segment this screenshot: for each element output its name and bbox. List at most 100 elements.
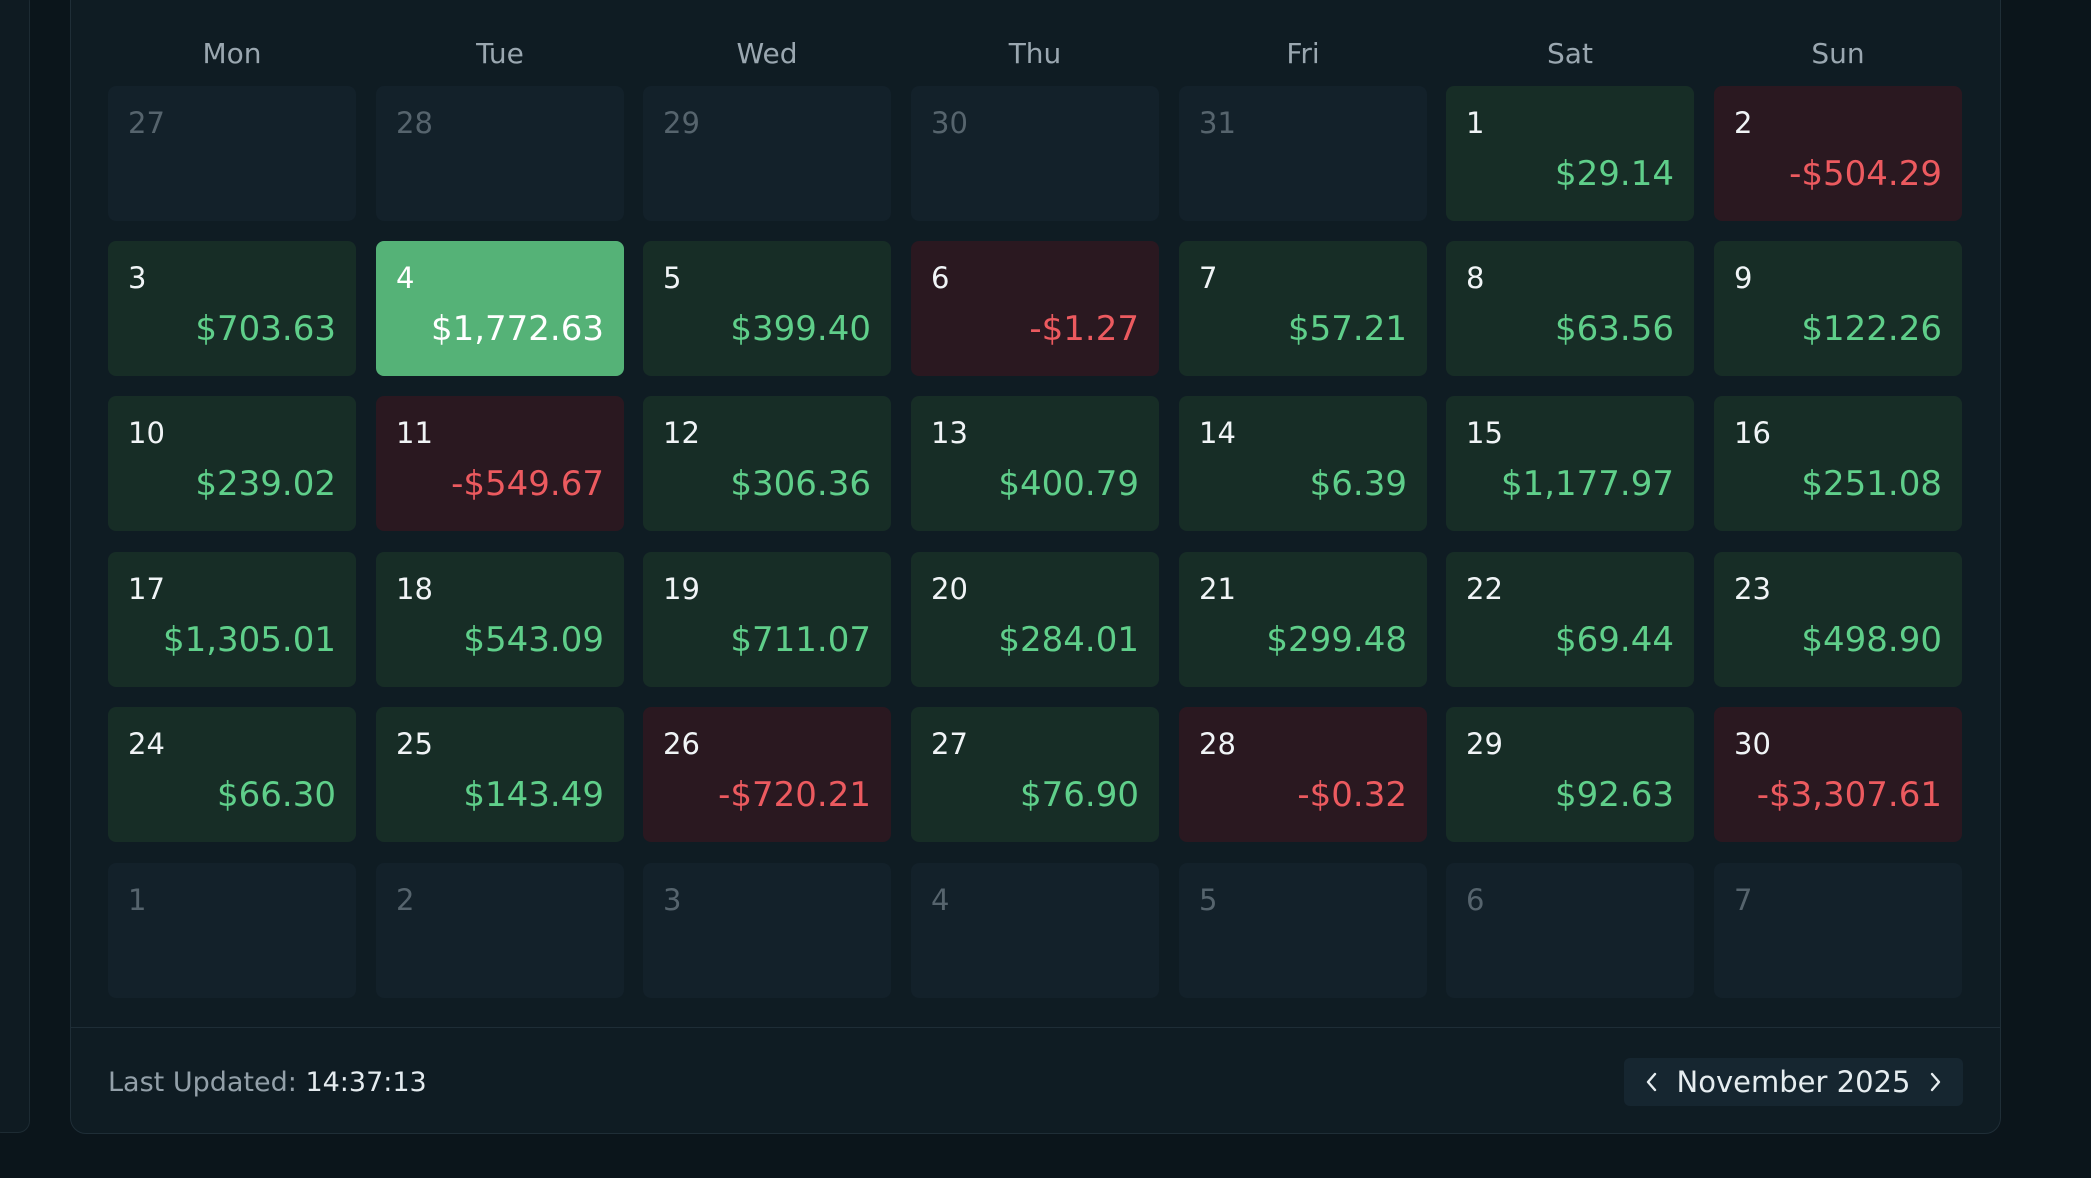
day-number: 2 xyxy=(396,883,415,917)
day-cell[interactable]: 29 $92.63 xyxy=(1446,707,1694,842)
day-number: 6 xyxy=(931,261,950,295)
chevron-left-icon[interactable] xyxy=(1640,1070,1664,1094)
day-cell[interactable]: 5 $399.40 xyxy=(643,241,891,376)
day-pnl-value: $703.63 xyxy=(195,309,336,349)
day-number: 30 xyxy=(1734,727,1771,761)
last-updated: Last Updated: 14:37:13 xyxy=(108,1066,427,1100)
day-cell[interactable]: 19 $711.07 xyxy=(643,552,891,687)
day-pnl-value: $498.90 xyxy=(1801,620,1942,660)
day-cell: 28 xyxy=(376,86,624,221)
day-number: 17 xyxy=(128,572,165,606)
day-cell: 3 xyxy=(643,863,891,998)
day-cell[interactable]: 27 $76.90 xyxy=(911,707,1159,842)
day-cell[interactable]: 22 $69.44 xyxy=(1446,552,1694,687)
day-number: 7 xyxy=(1199,261,1218,295)
day-pnl-value: $1,305.01 xyxy=(162,620,336,660)
day-cell[interactable]: 7 $57.21 xyxy=(1179,241,1427,376)
chevron-right-icon[interactable] xyxy=(1923,1070,1947,1094)
day-number: 9 xyxy=(1734,261,1753,295)
day-pnl-value: $57.21 xyxy=(1288,309,1407,349)
day-cell: 27 xyxy=(108,86,356,221)
day-cell[interactable]: 23 $498.90 xyxy=(1714,552,1962,687)
day-pnl-value: -$720.21 xyxy=(718,775,871,815)
panel-divider xyxy=(71,1027,2000,1028)
day-cell[interactable]: 18 $543.09 xyxy=(376,552,624,687)
day-pnl-value: $711.07 xyxy=(730,620,871,660)
day-cell[interactable]: 4 $1,772.63 xyxy=(376,241,624,376)
day-number: 30 xyxy=(931,106,968,140)
day-number: 28 xyxy=(396,106,433,140)
day-cell[interactable]: 15 $1,177.97 xyxy=(1446,396,1694,531)
day-cell[interactable]: 30 -$3,307.61 xyxy=(1714,707,1962,842)
day-cell[interactable]: 25 $143.49 xyxy=(376,707,624,842)
month-label: November 2025 xyxy=(1676,1065,1911,1099)
day-cell[interactable]: 21 $299.48 xyxy=(1179,552,1427,687)
day-number: 19 xyxy=(663,572,700,606)
day-number: 11 xyxy=(396,416,433,450)
day-cell: 29 xyxy=(643,86,891,221)
day-cell: 2 xyxy=(376,863,624,998)
day-cell[interactable]: 1 $29.14 xyxy=(1446,86,1694,221)
day-cell[interactable]: 16 $251.08 xyxy=(1714,396,1962,531)
day-pnl-value: -$549.67 xyxy=(451,464,604,504)
day-number: 13 xyxy=(931,416,968,450)
day-cell: 31 xyxy=(1179,86,1427,221)
day-pnl-value: -$504.29 xyxy=(1789,154,1942,194)
day-pnl-value: -$3,307.61 xyxy=(1756,775,1942,815)
day-cell[interactable]: 3 $703.63 xyxy=(108,241,356,376)
day-cell[interactable]: 17 $1,305.01 xyxy=(108,552,356,687)
day-cell[interactable]: 9 $122.26 xyxy=(1714,241,1962,376)
day-cell: 4 xyxy=(911,863,1159,998)
day-number: 18 xyxy=(396,572,433,606)
day-number: 22 xyxy=(1466,572,1503,606)
day-pnl-value: $306.36 xyxy=(730,464,871,504)
day-cell[interactable]: 20 $284.01 xyxy=(911,552,1159,687)
weekday-thu: Thu xyxy=(1008,37,1062,70)
day-number: 27 xyxy=(128,106,165,140)
weekday-sat: Sat xyxy=(1547,37,1593,70)
day-cell[interactable]: 10 $239.02 xyxy=(108,396,356,531)
day-cell[interactable]: 12 $306.36 xyxy=(643,396,891,531)
day-number: 16 xyxy=(1734,416,1771,450)
day-pnl-value: $284.01 xyxy=(998,620,1139,660)
day-pnl-value: $251.08 xyxy=(1801,464,1942,504)
day-number: 10 xyxy=(128,416,165,450)
day-number: 15 xyxy=(1466,416,1503,450)
day-number: 31 xyxy=(1199,106,1236,140)
day-number: 8 xyxy=(1466,261,1485,295)
day-number: 7 xyxy=(1734,883,1753,917)
day-number: 4 xyxy=(931,883,950,917)
day-cell[interactable]: 11 -$549.67 xyxy=(376,396,624,531)
day-pnl-value: $6.39 xyxy=(1309,464,1407,504)
day-pnl-value: $122.26 xyxy=(1801,309,1942,349)
day-pnl-value: $1,177.97 xyxy=(1500,464,1674,504)
day-cell: 1 xyxy=(108,863,356,998)
day-pnl-value: $399.40 xyxy=(730,309,871,349)
day-cell[interactable]: 24 $66.30 xyxy=(108,707,356,842)
side-panel-edge xyxy=(0,0,30,1133)
day-number: 3 xyxy=(663,883,682,917)
day-pnl-value: $76.90 xyxy=(1020,775,1139,815)
day-cell[interactable]: 26 -$720.21 xyxy=(643,707,891,842)
day-cell: 5 xyxy=(1179,863,1427,998)
day-cell[interactable]: 2 -$504.29 xyxy=(1714,86,1962,221)
day-cell: 7 xyxy=(1714,863,1962,998)
day-pnl-value: $543.09 xyxy=(463,620,604,660)
weekday-fri: Fri xyxy=(1286,37,1320,70)
weekday-sun: Sun xyxy=(1811,37,1865,70)
day-cell[interactable]: 28 -$0.32 xyxy=(1179,707,1427,842)
day-pnl-value: $69.44 xyxy=(1555,620,1674,660)
day-pnl-value: $299.48 xyxy=(1266,620,1407,660)
day-cell[interactable]: 13 $400.79 xyxy=(911,396,1159,531)
day-cell[interactable]: 6 -$1.27 xyxy=(911,241,1159,376)
day-cell[interactable]: 8 $63.56 xyxy=(1446,241,1694,376)
weekday-wed: Wed xyxy=(736,37,798,70)
day-pnl-value: $400.79 xyxy=(998,464,1139,504)
day-cell: 30 xyxy=(911,86,1159,221)
day-number: 26 xyxy=(663,727,700,761)
day-number: 23 xyxy=(1734,572,1771,606)
day-pnl-value: $63.56 xyxy=(1555,309,1674,349)
day-number: 6 xyxy=(1466,883,1485,917)
weekday-tue: Tue xyxy=(476,37,524,70)
day-cell[interactable]: 14 $6.39 xyxy=(1179,396,1427,531)
